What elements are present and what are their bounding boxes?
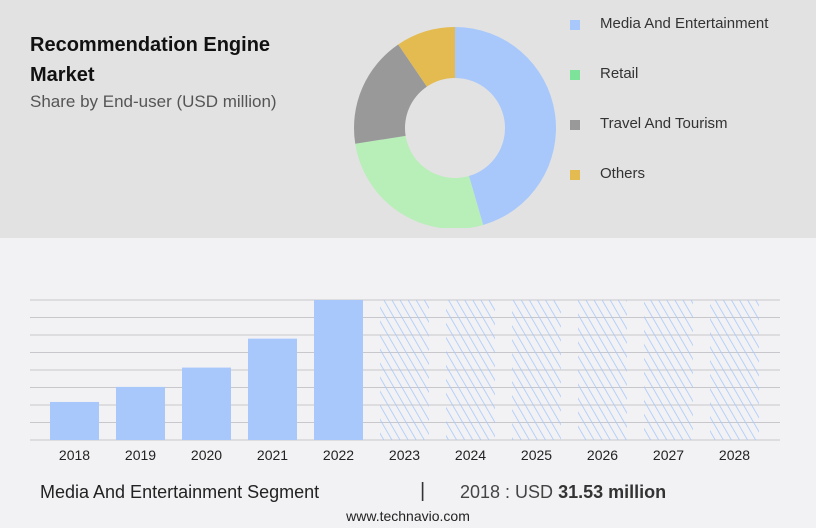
- legend-swatch: [570, 170, 580, 180]
- x-tick-label: 2022: [323, 447, 354, 463]
- legend-item-travel: Travel And Tourism: [570, 116, 810, 150]
- legend-label: Others: [600, 165, 646, 182]
- x-tick-label: 2023: [389, 447, 420, 463]
- legend-item-retail: Retail: [570, 66, 810, 100]
- bar-forecast-2024: [446, 300, 495, 440]
- legend-item-media: Media And Entertainment: [570, 16, 810, 50]
- legend-item-others: Others: [570, 166, 810, 200]
- donut-slice-retail: [355, 135, 484, 228]
- x-tick-label: 2024: [455, 447, 486, 463]
- legend-label: Travel And Tourism: [600, 115, 728, 132]
- bar-forecast-2025: [512, 300, 561, 440]
- legend: Media And Entertainment Retail Travel An…: [570, 0, 810, 200]
- donut-slice-media-and-entertainment: [455, 27, 556, 225]
- legend-swatch: [570, 70, 580, 80]
- donut-chart: [353, 27, 556, 228]
- x-tick-label: 2018: [59, 447, 90, 463]
- x-tick-label: 2027: [653, 447, 684, 463]
- legend-swatch: [570, 120, 580, 130]
- x-tick-label: 2028: [719, 447, 750, 463]
- bar-forecast-2028: [710, 300, 759, 440]
- donut-slice-travel-and-tourism: [353, 44, 427, 144]
- bar-2019: [116, 386, 165, 440]
- x-tick-label: 2026: [587, 447, 618, 463]
- bar-forecast-2027: [644, 300, 693, 440]
- donut-slice-others: [398, 27, 455, 87]
- value-prefix: 2018 : USD: [460, 482, 554, 502]
- bar-forecast-2026: [578, 300, 627, 440]
- bar-forecast-2023: [380, 300, 429, 440]
- bar-2020: [182, 367, 231, 440]
- segment-value: 2018 : USD 31.53 million: [460, 482, 666, 503]
- bar-2018: [50, 401, 99, 440]
- x-tick-label: 2019: [125, 447, 156, 463]
- separator: |: [420, 480, 426, 502]
- value-amount: 31.53 million: [558, 482, 667, 502]
- site-url: www.technavio.com: [346, 508, 470, 524]
- legend-swatch: [570, 20, 580, 30]
- segment-label: Media And Entertainment Segment: [40, 482, 320, 502]
- page-title: Recommendation Engine Market: [30, 34, 271, 86]
- legend-label: Media And Entertainment: [600, 15, 769, 32]
- bar-chart: 2018 2019 2020 2021 2022 2023 2024 2025 2026 2027…: [50, 300, 759, 463]
- bar-2022: [314, 300, 363, 440]
- bar-2021: [248, 338, 297, 440]
- legend-label: Retail: [600, 65, 639, 82]
- x-tick-label: 2025: [521, 447, 552, 463]
- page-subtitle: Share by End-user (USD million): [30, 92, 277, 111]
- x-tick-label: 2021: [257, 447, 288, 463]
- x-tick-label: 2020: [191, 447, 222, 463]
